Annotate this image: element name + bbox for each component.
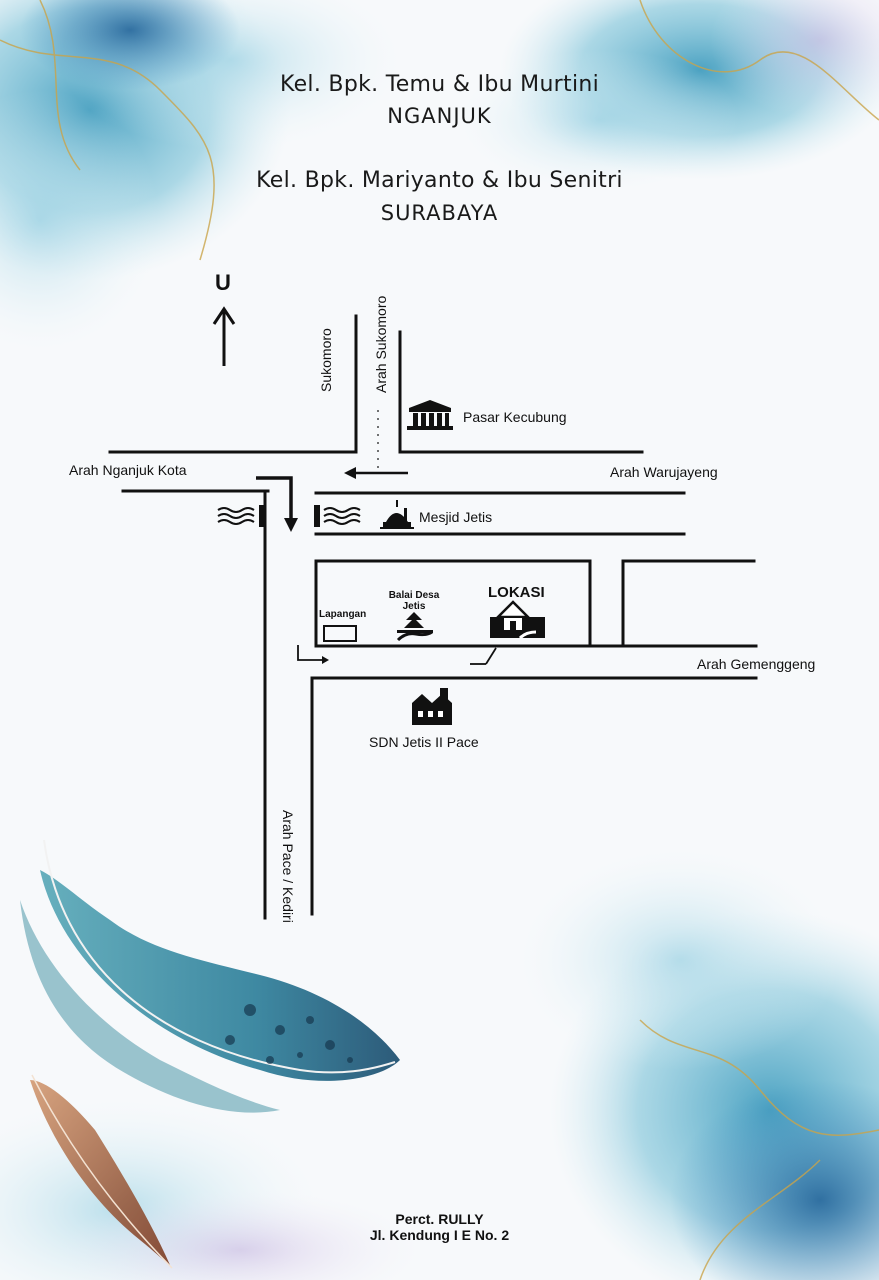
balai-desa-label: Balai Desa Jetis: [388, 590, 440, 612]
family1-city: NGANJUK: [387, 104, 492, 128]
village-hall-icon: [396, 612, 433, 642]
bridge-east-icon: [314, 505, 361, 527]
north-label: U: [215, 270, 231, 295]
mosque-icon: [380, 500, 414, 529]
lokasi-label: LOKASI: [488, 584, 545, 601]
family2-city: SURABAYA: [380, 201, 499, 225]
traffic-arrow-west-icon: [344, 467, 408, 479]
family2-name: Kel. Bpk. Mariyanto & Ibu Senitri: [256, 168, 623, 193]
east-block: [621, 559, 756, 648]
mesjid-label: Mesjid Jetis: [419, 509, 493, 525]
printer-name: Perct. RULLY: [395, 1211, 484, 1227]
pasar-label: Pasar Kecubung: [463, 409, 567, 425]
house-icon: [490, 600, 545, 640]
sukomoro-label: Sukomoro: [318, 328, 334, 392]
turn-arrowhead-icon: [284, 518, 298, 532]
field-icon: [323, 625, 357, 642]
location-block: [314, 559, 592, 648]
small-turn-arrow-east-icon: [297, 645, 322, 661]
bridge-west-icon: [217, 505, 265, 527]
arah-gemenggeng-label: Arah Gemenggeng: [697, 656, 816, 672]
arah-warujayeng-label: Arah Warujayeng: [610, 464, 718, 480]
lapangan-label: Lapangan: [319, 609, 367, 620]
market-icon: [407, 400, 453, 430]
turn-arrow-south-icon: [256, 476, 293, 520]
arah-sukomoro-label: Arah Sukomoro: [373, 295, 389, 393]
school-icon: [412, 688, 452, 725]
sdn-label: SDN Jetis II Pace: [369, 734, 479, 750]
printer-address: Jl. Kendung I E No. 2: [369, 1227, 510, 1243]
arah-pace-kediri-label: Arah Pace / Kediri: [280, 810, 296, 923]
arah-nganjuk-kota-label: Arah Nganjuk Kota: [69, 462, 187, 478]
north-arrow-icon: [212, 306, 236, 366]
family1-name: Kel. Bpk. Temu & Ibu Murtini: [279, 72, 600, 97]
